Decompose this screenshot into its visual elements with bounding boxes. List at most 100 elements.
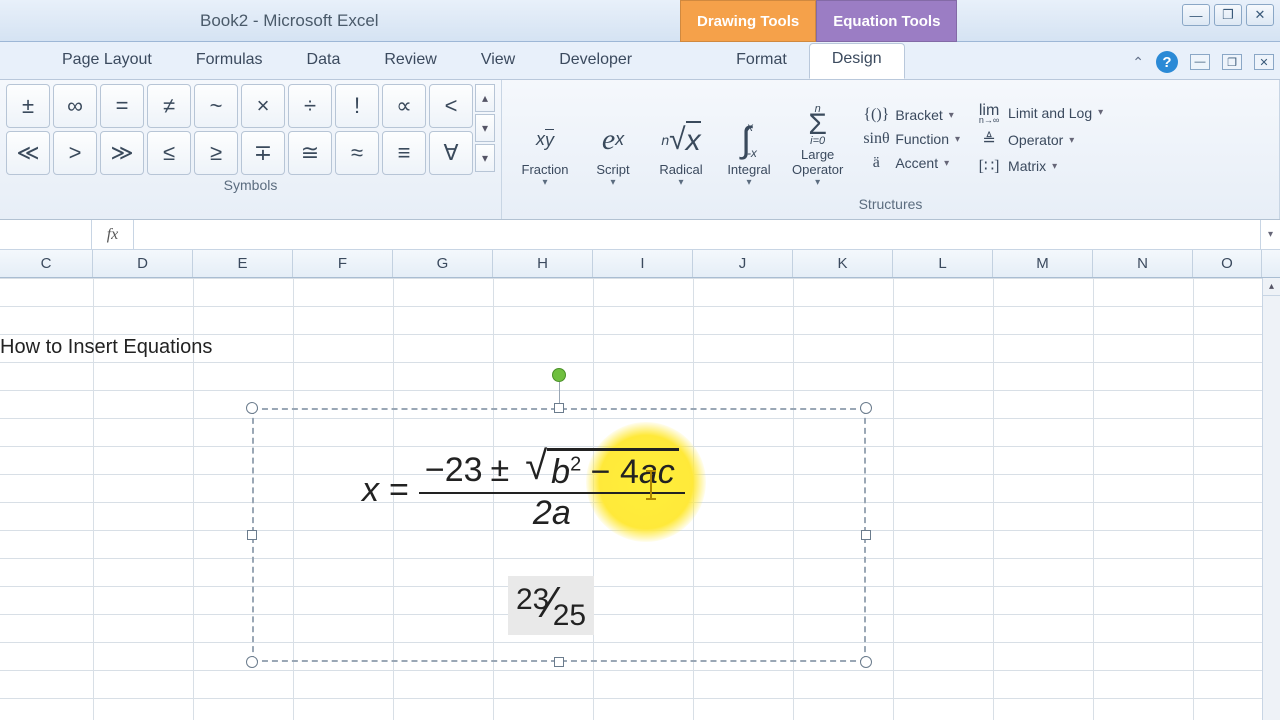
resize-handle-ne[interactable]	[860, 402, 872, 414]
ribbon: ±∞=≠~×÷!∝<≪>≫≤≥∓≅≈≡∀ ▴ ▾ ▾ Symbols xyFra…	[0, 80, 1280, 220]
structure-radical[interactable]: n√xRadical▾	[650, 86, 712, 192]
vertical-scrollbar[interactable]: ▴	[1262, 278, 1280, 720]
tab-page-layout[interactable]: Page Layout	[40, 45, 174, 79]
tab-design[interactable]: Design	[809, 43, 905, 79]
symbol-1[interactable]: ∞	[53, 84, 97, 128]
title-bar: Book2 - Microsoft Excel	[0, 0, 1280, 42]
symbol-19[interactable]: ∀	[429, 131, 473, 175]
tab-view[interactable]: View	[459, 45, 537, 79]
symbol-scroll-down[interactable]: ▾	[475, 114, 495, 142]
formula-input[interactable]	[134, 220, 1260, 249]
symbol-more[interactable]: ▾	[475, 144, 495, 172]
ribbon-tabs: Page Layout Formulas Data Review View De…	[0, 42, 1280, 80]
symbol-5[interactable]: ×	[241, 84, 285, 128]
symbol-15[interactable]: ∓	[241, 131, 285, 175]
col-header-C[interactable]: C	[0, 250, 93, 277]
col-header-G[interactable]: G	[393, 250, 493, 277]
formula-bar: fx ▾	[0, 220, 1280, 250]
resize-handle-s[interactable]	[554, 657, 564, 667]
resize-handle-n[interactable]	[554, 403, 564, 413]
scroll-up-icon[interactable]: ▴	[1263, 278, 1280, 296]
symbol-10[interactable]: ≪	[6, 131, 50, 175]
equation-quadratic[interactable]: x = −23 ± √ b2 − 4ac 2a	[362, 448, 685, 533]
col-header-N[interactable]: N	[1093, 250, 1193, 277]
tab-developer[interactable]: Developer	[537, 45, 654, 79]
equation-fraction[interactable]: 23⁄25	[508, 576, 594, 635]
group-label-structures: Structures	[508, 194, 1273, 212]
eq-lhs: x	[362, 471, 379, 510]
name-box[interactable]	[0, 220, 92, 249]
col-header-I[interactable]: I	[593, 250, 693, 277]
symbol-2[interactable]: =	[100, 84, 144, 128]
contextual-tabs: Drawing Tools Equation Tools	[680, 0, 957, 42]
resize-handle-se[interactable]	[860, 656, 872, 668]
resize-handle-nw[interactable]	[246, 402, 258, 414]
structure-matrix[interactable]: [∷]Matrix▾	[976, 156, 1103, 176]
column-headers: CDEFGHIJKLMNO	[0, 250, 1280, 278]
text-cursor	[650, 472, 652, 498]
minimize-button[interactable]: —	[1182, 4, 1210, 26]
structure-function[interactable]: sinθFunction▾	[863, 130, 960, 148]
structure-integral[interactable]: ∫x-xIntegral▾	[718, 86, 780, 192]
col-header-E[interactable]: E	[193, 250, 293, 277]
eq-rad-exp: 2	[570, 454, 581, 476]
structure-operator[interactable]: ≜Operator▾	[976, 130, 1103, 150]
symbol-18[interactable]: ≡	[382, 131, 426, 175]
symbol-0[interactable]: ±	[6, 84, 50, 128]
symbol-16[interactable]: ≅	[288, 131, 332, 175]
structure-script[interactable]: exScript▾	[582, 86, 644, 192]
structure-bracket[interactable]: {()}Bracket▾	[863, 106, 960, 124]
tab-formulas[interactable]: Formulas	[174, 45, 285, 79]
structure-accent[interactable]: äAccent▾	[863, 154, 960, 172]
symbol-11[interactable]: >	[53, 131, 97, 175]
doc-close-button[interactable]: ✕	[1254, 54, 1274, 70]
symbol-7[interactable]: !	[335, 84, 379, 128]
symbol-scroll-up[interactable]: ▴	[475, 84, 495, 112]
symbol-4[interactable]: ~	[194, 84, 238, 128]
worksheet-grid[interactable]: How to Insert Equations x = −23 ± √	[0, 278, 1280, 720]
close-button[interactable]: ✕	[1246, 4, 1274, 26]
eq-rad-b: b	[551, 453, 570, 491]
resize-handle-w[interactable]	[247, 530, 257, 540]
structure-limit-and-log[interactable]: limn→∞Limit and Log▾	[976, 102, 1103, 125]
col-header-K[interactable]: K	[793, 250, 893, 277]
col-header-L[interactable]: L	[893, 250, 993, 277]
tab-review[interactable]: Review	[362, 45, 458, 79]
col-header-O[interactable]: O	[1193, 250, 1262, 277]
group-symbols: ±∞=≠~×÷!∝<≪>≫≤≥∓≅≈≡∀ ▴ ▾ ▾ Symbols	[0, 80, 502, 219]
tab-format[interactable]: Format	[714, 45, 809, 79]
symbol-14[interactable]: ≥	[194, 131, 238, 175]
equation-object[interactable]: x = −23 ± √ b2 − 4ac 2a 23⁄25	[252, 408, 866, 662]
symbol-8[interactable]: ∝	[382, 84, 426, 128]
restore-button[interactable]: ❐	[1214, 4, 1242, 26]
rotate-handle[interactable]	[552, 368, 566, 382]
tab-data[interactable]: Data	[285, 45, 363, 79]
symbol-3[interactable]: ≠	[147, 84, 191, 128]
formula-expand[interactable]: ▾	[1260, 220, 1280, 249]
col-header-M[interactable]: M	[993, 250, 1093, 277]
col-header-D[interactable]: D	[93, 250, 193, 277]
eq-num-a: −23	[425, 451, 483, 490]
symbol-13[interactable]: ≤	[147, 131, 191, 175]
symbol-12[interactable]: ≫	[100, 131, 144, 175]
resize-handle-e[interactable]	[861, 530, 871, 540]
eq-rad-minus: − 4	[581, 453, 639, 491]
eq-equals: =	[389, 471, 409, 510]
col-header-J[interactable]: J	[693, 250, 793, 277]
collapse-ribbon-icon[interactable]: ⌃	[1132, 54, 1144, 71]
contextual-tab-drawing[interactable]: Drawing Tools	[680, 0, 816, 42]
symbol-6[interactable]: ÷	[288, 84, 332, 128]
structure-fraction[interactable]: xyFraction▾	[514, 86, 576, 192]
fx-label[interactable]: fx	[92, 220, 134, 249]
symbol-scroll: ▴ ▾ ▾	[475, 84, 495, 175]
contextual-tab-equation[interactable]: Equation Tools	[816, 0, 957, 42]
col-header-F[interactable]: F	[293, 250, 393, 277]
symbol-9[interactable]: <	[429, 84, 473, 128]
resize-handle-sw[interactable]	[246, 656, 258, 668]
symbol-17[interactable]: ≈	[335, 131, 379, 175]
doc-restore-button[interactable]: ❐	[1222, 54, 1242, 70]
col-header-H[interactable]: H	[493, 250, 593, 277]
help-icon[interactable]: ?	[1156, 51, 1178, 73]
doc-minimize-button[interactable]: —	[1190, 54, 1210, 70]
structure-large-operator[interactable]: nΣi=0LargeOperator▾	[786, 86, 849, 192]
